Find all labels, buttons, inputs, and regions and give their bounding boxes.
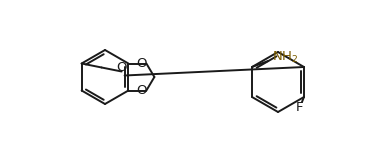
Text: O: O bbox=[136, 84, 147, 97]
Text: NH$_2$: NH$_2$ bbox=[272, 50, 298, 64]
Text: O: O bbox=[136, 57, 147, 70]
Text: O: O bbox=[116, 61, 127, 74]
Text: F: F bbox=[296, 100, 304, 114]
